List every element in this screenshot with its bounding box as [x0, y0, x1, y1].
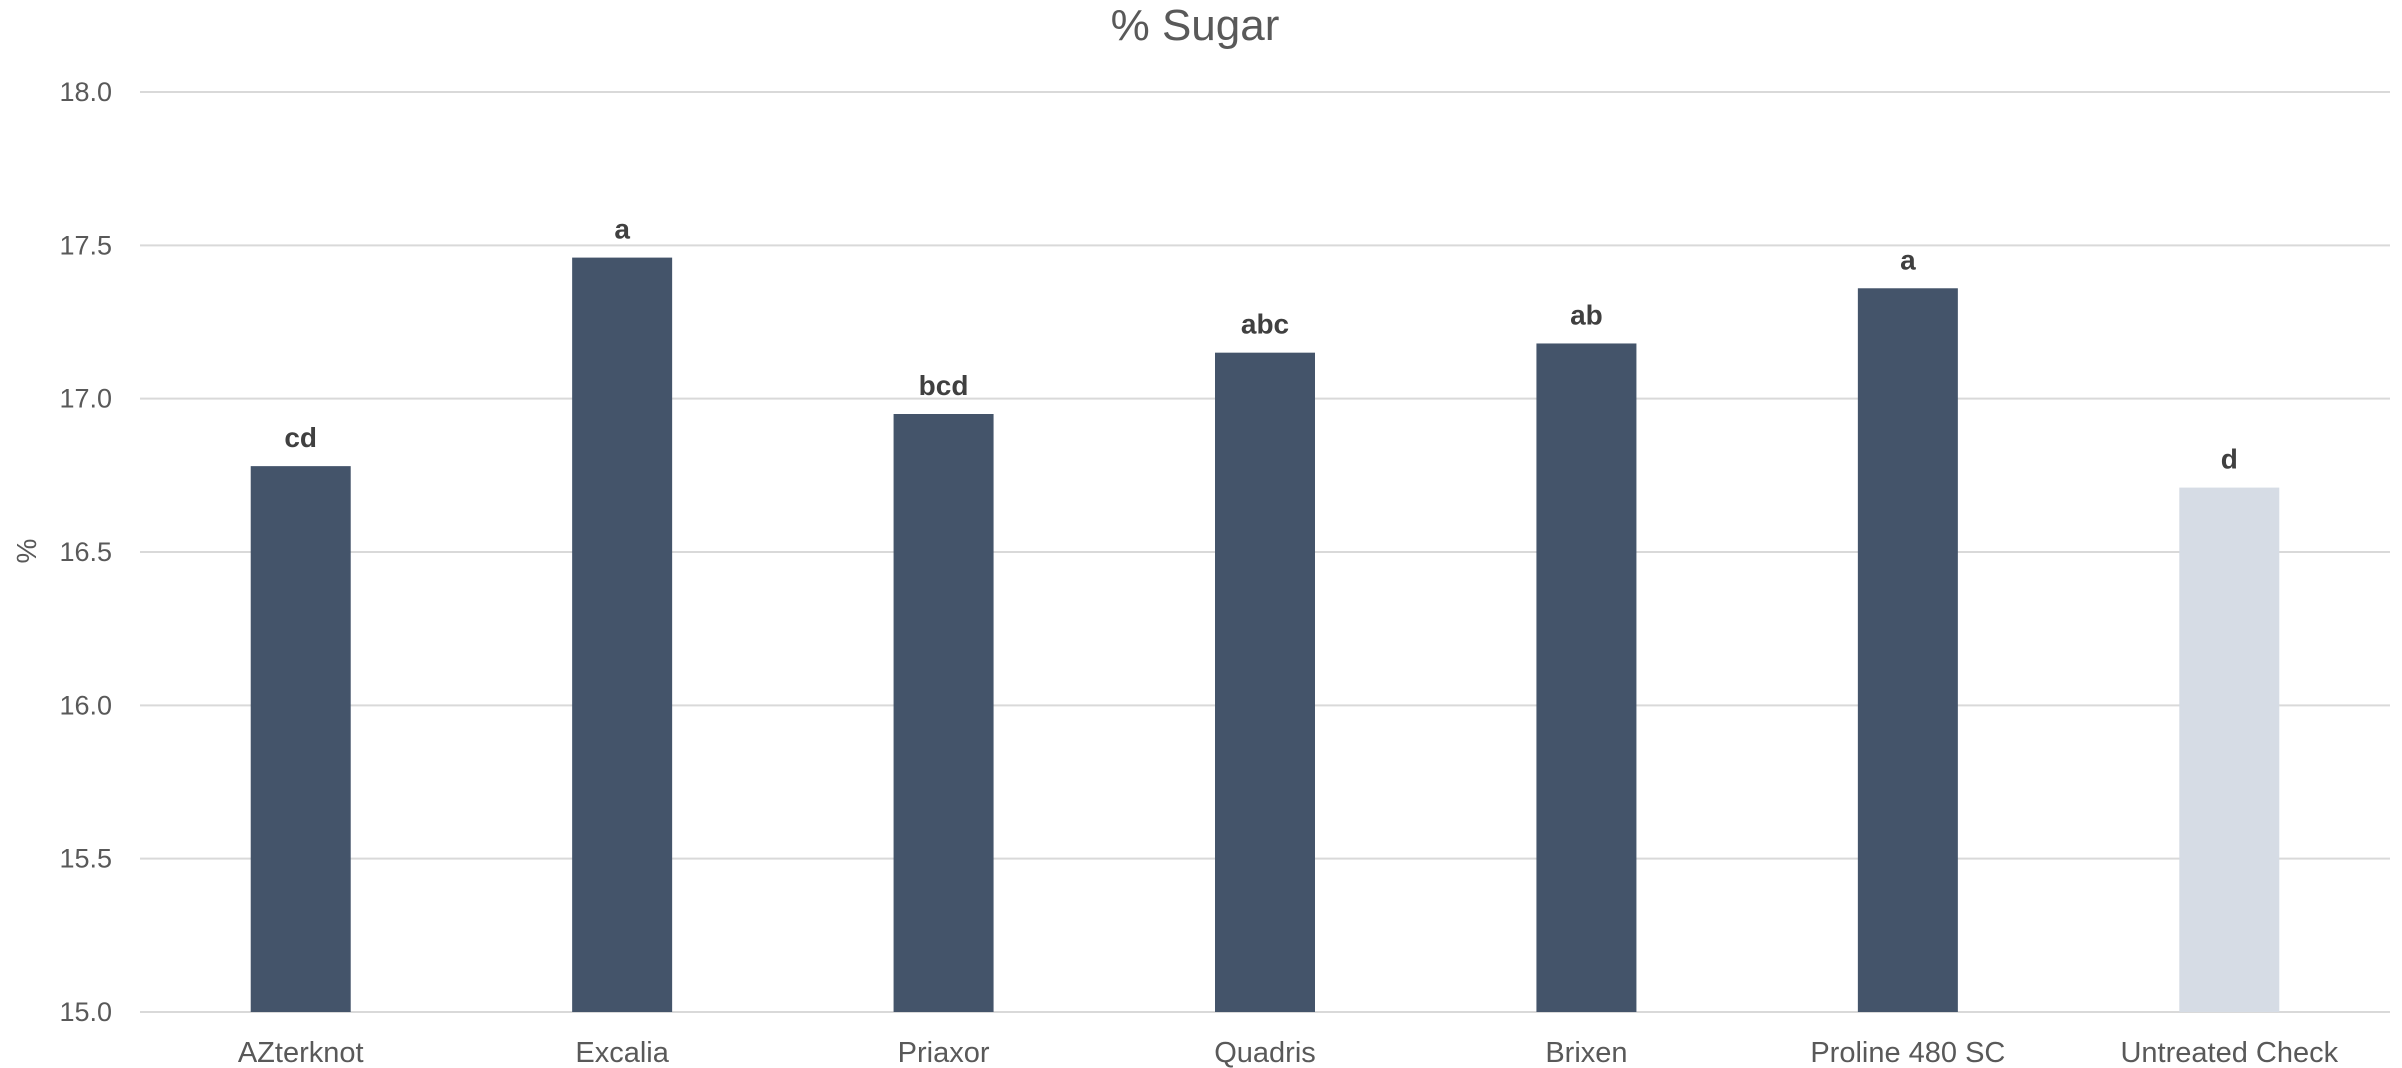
bar	[1215, 352, 1315, 1013]
x-tick-label: Priaxor	[898, 1037, 990, 1068]
data-label: a	[614, 214, 630, 245]
y-tick-label: 17.5	[59, 230, 112, 260]
y-tick-label: 15.5	[59, 844, 112, 874]
y-axis-label: %	[11, 539, 42, 564]
x-tick-label: Quadris	[1214, 1037, 1316, 1068]
data-label: bcd	[919, 370, 969, 401]
y-tick-label: 17.0	[59, 384, 112, 414]
bar	[893, 414, 994, 1012]
x-tick-label: Brixen	[1545, 1037, 1627, 1068]
y-tick-label: 18.0	[59, 77, 112, 107]
data-label: d	[2221, 444, 2238, 475]
data-label: ab	[1570, 299, 1603, 330]
bars	[250, 257, 2280, 1013]
bar	[572, 257, 673, 1013]
x-tick-label: Excalia	[575, 1037, 669, 1068]
y-axis-ticks: 15.0 15.5 16.0 16.5 17.0 17.5 18.0	[59, 77, 112, 1027]
data-labels: cd a bcd abc ab a d	[284, 214, 2237, 475]
bar	[250, 466, 351, 1013]
x-tick-label: Proline 480 SC	[1810, 1037, 2005, 1068]
y-tick-label: 16.0	[59, 690, 112, 720]
data-label: a	[1900, 244, 1916, 275]
bar	[2179, 487, 2280, 1013]
x-tick-label: Untreated Check	[2120, 1037, 2338, 1068]
y-tick-label: 15.0	[59, 997, 112, 1027]
x-tick-label: AZterknot	[238, 1037, 364, 1068]
y-tick-label: 16.5	[59, 537, 112, 567]
data-label: cd	[284, 422, 317, 453]
bar	[1857, 288, 1958, 1012]
data-label: abc	[1241, 309, 1289, 340]
chart-title: % Sugar	[1111, 1, 1280, 50]
x-axis-ticks: AZterknot Excalia Priaxor Quadris Brixen Prol…	[238, 1037, 2339, 1068]
bar	[1536, 343, 1637, 1012]
